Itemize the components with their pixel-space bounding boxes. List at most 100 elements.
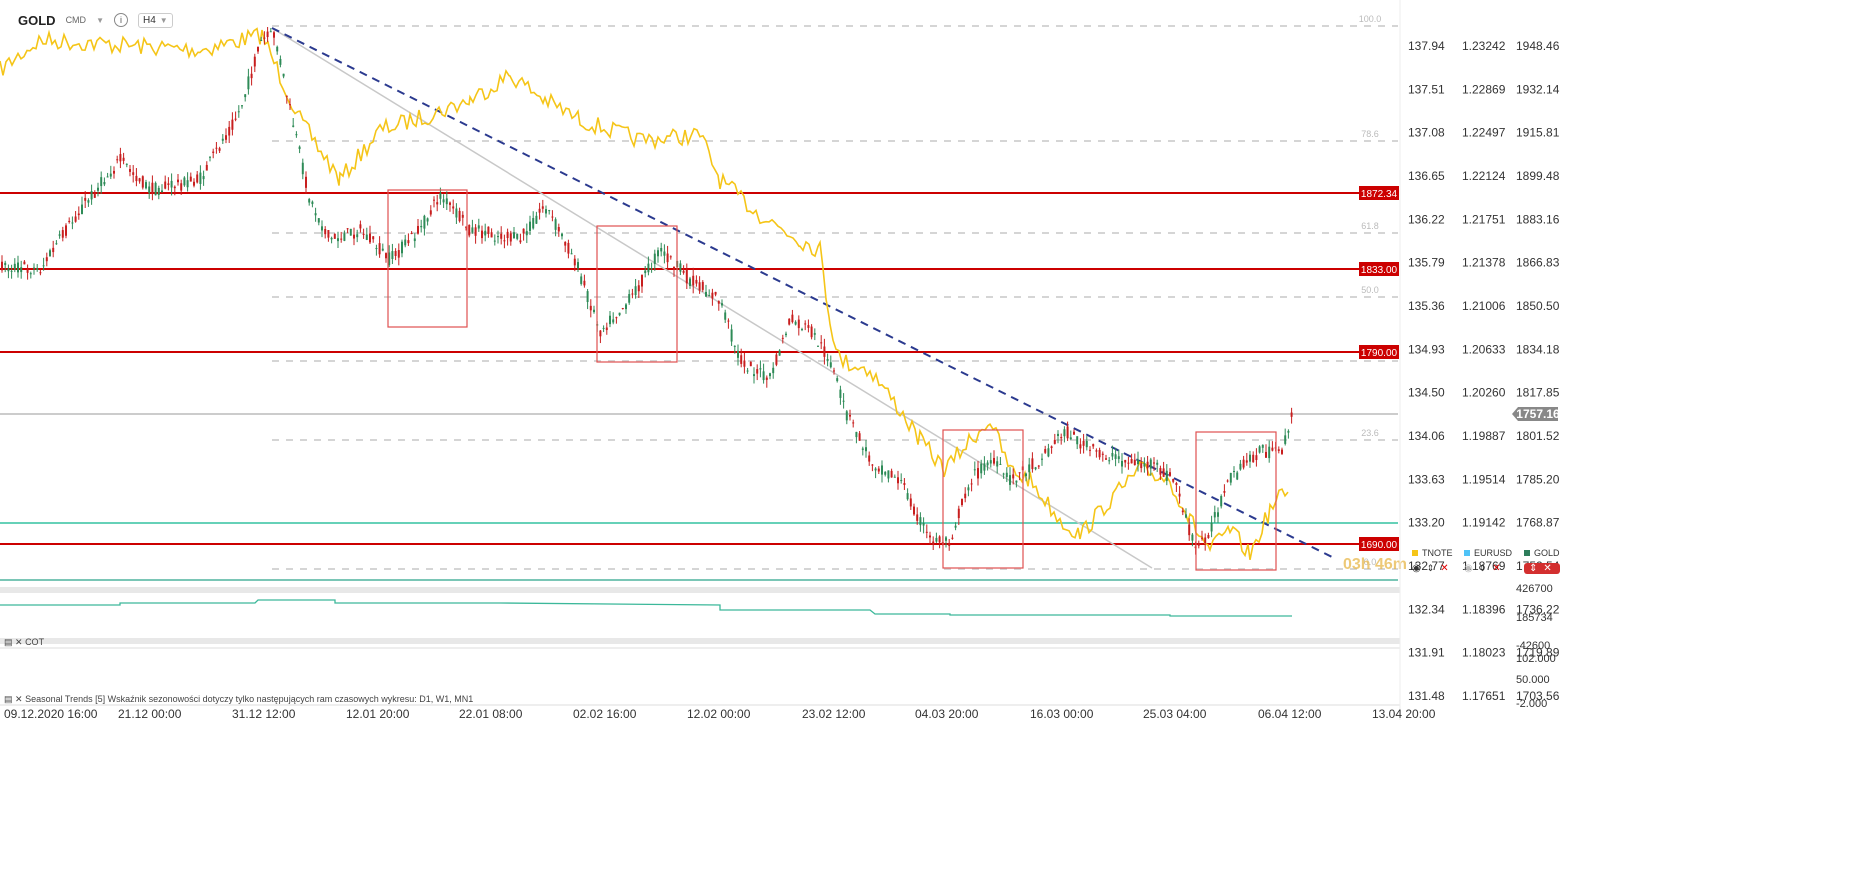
time-axis[interactable]: 09.12.2020 16:00 21.12 00:00 31.12 12:00 12… [0,707,1866,725]
price-tick-tnote: 135.79 [1408,256,1445,270]
seasonal-label: ▤ ✕ Seasonal Trends [5] Wskaźnik sezonow… [4,694,473,705]
gold-candle-body [212,151,215,154]
move-arrows-icon[interactable]: ⇕ [1529,563,1538,574]
tnote-series [0,27,1289,560]
gold-candle-body [813,333,816,335]
gold-candle-body [1172,478,1175,482]
gold-candle-body [858,433,861,441]
gold-candle-body [39,272,42,274]
eye-icon[interactable]: ◉ [1464,563,1473,574]
gold-candle-body [820,342,823,344]
gold-candle-body [561,233,563,237]
gold-candle-body [548,210,551,212]
gold-candle-body [919,517,922,526]
gold-candle-body [861,448,864,450]
gold-candle-body [589,305,592,311]
gold-candle-body [298,146,301,150]
move-arrows-icon[interactable]: ⇕ [1478,563,1487,573]
gold-candle-body [1018,472,1021,474]
gold-candle-body [1149,459,1152,469]
gold-candle-body [1117,456,1120,460]
fib-level-label: 100.0 [1359,14,1382,24]
gold-candle-body [29,273,32,275]
price-tick-eurusd: 1.21006 [1462,299,1506,313]
gold-candle-body [1121,460,1123,467]
gold-candle-body [996,461,999,467]
gold-candle-body [231,119,234,130]
gold-candle-body [897,477,899,484]
tnote-swatch [1412,550,1418,556]
timeframe-select[interactable]: H4 ▼ [137,12,173,28]
indicator-icon[interactable]: ▤ ✕ [4,694,23,704]
gold-candle-body [1041,458,1043,460]
gold-candle-body [279,58,282,65]
gold-candle-body [1188,524,1191,536]
gold-candle-body [657,250,659,257]
gold-candle-body [359,224,362,229]
gold-candles [1,27,1293,555]
gold-candle-body [730,329,733,342]
gold-candle-body [301,162,304,175]
gold-candle-body [193,181,195,186]
candle-timer: 03h 46m [1343,556,1407,573]
gold-candle-body [1165,470,1168,482]
gold-candle-body [1197,543,1200,546]
gold-candle-body [1066,426,1069,439]
date-tick: 09.12.2020 16:00 [4,707,98,721]
gold-candle-body [26,269,29,273]
gold-candle-body [916,514,919,521]
gold-candle-body [439,193,442,199]
gold-candle-body [20,267,23,273]
gold-candle-body [145,182,147,189]
close-icon[interactable]: ✕ [1543,563,1552,574]
close-icon[interactable]: ✕ [1492,563,1501,574]
price-tick-eurusd: 1.18023 [1462,646,1506,660]
gold-candle-body [1002,473,1005,475]
gold-candle-body [343,233,346,241]
price-tick-eurusd: 1.17651 [1462,689,1506,703]
fib-level-label: 61.8 [1361,221,1379,231]
close-icon[interactable]: ✕ [1440,563,1449,574]
gold-candle-body [513,232,515,239]
info-icon[interactable]: i [113,13,128,27]
move-arrows-icon[interactable]: ⇕ [1426,563,1435,573]
price-tick-eurusd: 1.18396 [1462,602,1506,616]
indicator-icon[interactable]: ▤ ✕ [4,637,23,647]
gold-candle-body [647,263,650,273]
gold-candle-body [138,178,141,182]
gold-candle-body [769,373,771,377]
gold-candle-body [1290,412,1293,417]
gold-candle-body [417,225,419,234]
gold-candle-body [36,268,39,270]
price-tick-gold: 1948.46 [1516,39,1560,53]
chevron-down-icon[interactable]: ▼ [96,15,104,25]
symbol-label[interactable]: GOLD [18,12,56,28]
gold-candle-body [253,56,256,67]
gold-candle-body [1012,474,1015,479]
gold-candle-body [1111,453,1114,457]
gold-candle-body [1092,444,1095,447]
gold-candle-body [135,175,138,182]
gold-candle-body [1169,472,1171,476]
gold-candle-body [980,463,983,474]
eurusd-swatch [1464,550,1470,556]
gold-candle-body [705,291,707,297]
gold-candle-body [836,378,839,382]
gold-candle-body [852,422,855,424]
gold-candle-body [1239,463,1242,470]
gold-candle-body [52,247,55,253]
eye-icon[interactable]: ◉ [1412,563,1421,574]
chart-toolbar: GOLD CMD ▼ i H4 ▼ [0,0,173,40]
gold-candle-body [388,252,391,266]
gold-candle-body [474,227,477,236]
price-tick-gold: 1801.52 [1516,429,1560,443]
gold-candle-body [109,173,112,177]
gold-candle-body [1252,454,1255,463]
gold-candle-body [119,154,122,162]
gold-candle-body [935,537,938,542]
gold-candle-body [1210,522,1213,532]
price-tick-eurusd: 1.19887 [1462,429,1506,443]
gold-candle-body [1233,470,1235,472]
